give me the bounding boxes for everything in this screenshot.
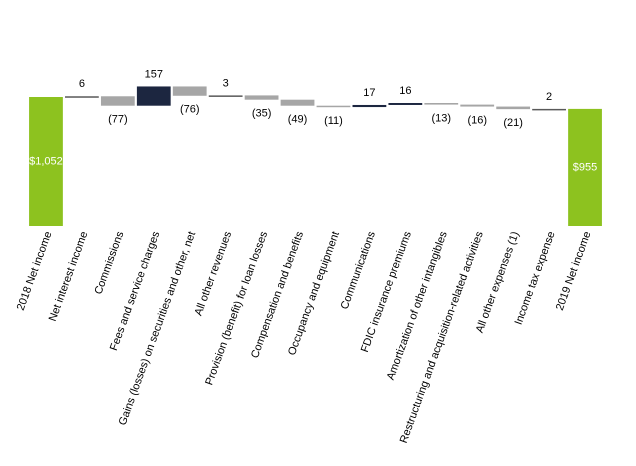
value-label: 3 [223, 77, 229, 89]
value-label: (49) [288, 114, 308, 126]
value-label: (35) [252, 108, 272, 120]
x-tick-label: Net interest income [47, 230, 91, 323]
x-tick-label: 2019 Net income [554, 230, 594, 312]
value-label: 2 [546, 91, 552, 103]
bar [244, 95, 279, 100]
bar [388, 103, 423, 105]
bar [316, 105, 351, 108]
bar [100, 96, 135, 106]
x-tick-label: All other revenues [193, 229, 235, 317]
x-tick-label: Communications [339, 229, 378, 311]
x-tick-label: Income tax expense [513, 230, 558, 327]
bar [280, 99, 315, 106]
value-label: (13) [432, 113, 452, 125]
x-tick-label: Commissions [93, 229, 127, 296]
value-label: $955 [573, 161, 597, 173]
value-label: (21) [503, 117, 523, 129]
value-label: (76) [180, 104, 200, 116]
bar [136, 86, 171, 106]
bar [352, 104, 387, 108]
total-bar [568, 108, 602, 226]
x-tick-label: 2018 Net income [15, 230, 55, 312]
bar [208, 95, 243, 97]
bar [532, 108, 566, 111]
x-tick-label: Gains (losses) on securities and other, … [117, 230, 199, 427]
value-label: 157 [145, 68, 163, 80]
value-label: $1,052 [29, 155, 63, 167]
value-label: (16) [467, 114, 487, 126]
value-label: 17 [363, 87, 375, 99]
value-label: (11) [324, 115, 343, 127]
value-label: 6 [79, 78, 85, 90]
bar [65, 96, 99, 98]
bar [460, 104, 495, 107]
bar [424, 103, 459, 105]
total-bar [29, 97, 63, 226]
value-label: 16 [399, 85, 411, 97]
x-tick-label: Provision (benefit) for loan losses [203, 229, 270, 386]
bar [496, 106, 531, 110]
value-label: (77) [108, 114, 128, 126]
bar [172, 86, 207, 96]
